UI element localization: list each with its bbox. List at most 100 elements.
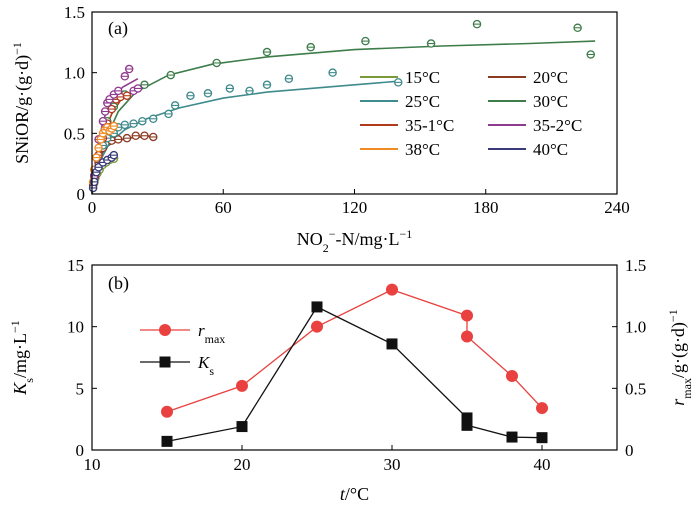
y-right-tick-label: 0 xyxy=(625,441,634,460)
data-point xyxy=(170,101,180,110)
panel-label: (a) xyxy=(108,18,128,39)
x-tick-label: 10 xyxy=(84,455,101,474)
y-axis-label: SNiOR/g·(g·d)−1 xyxy=(10,42,33,164)
data-point xyxy=(245,86,254,96)
data-point xyxy=(586,50,596,59)
data-point xyxy=(393,78,403,87)
data-point xyxy=(426,39,436,48)
data-point-circle xyxy=(236,379,248,392)
legend-marker-circle xyxy=(159,324,171,336)
data-point xyxy=(131,131,140,141)
data-point xyxy=(328,68,337,77)
y-tick-label: 0.5 xyxy=(64,124,85,143)
data-point xyxy=(120,72,130,81)
data-point-circle xyxy=(506,370,518,382)
data-point xyxy=(122,133,132,143)
y-tick-label: 1.0 xyxy=(64,64,85,83)
legend-label: 35-1°C xyxy=(405,116,454,135)
data-point-square xyxy=(461,419,473,431)
data-point xyxy=(94,143,103,153)
data-point xyxy=(140,131,149,141)
y-left-tick-label: 15 xyxy=(67,256,84,275)
data-point xyxy=(124,64,134,74)
data-point xyxy=(133,84,143,93)
data-point xyxy=(140,80,149,90)
data-point xyxy=(120,120,130,130)
data-point xyxy=(114,135,123,144)
data-point-square xyxy=(236,421,248,433)
data-point xyxy=(114,86,123,96)
x-axis-label: NO2−-N/mg·L−1 xyxy=(297,227,413,255)
data-point-circle xyxy=(536,402,548,415)
data-point-circle xyxy=(461,309,473,322)
data-point xyxy=(262,80,272,90)
y-left-tick-label: 10 xyxy=(67,318,84,337)
data-point xyxy=(573,23,582,33)
x-tick-label: 20 xyxy=(234,455,251,474)
panel-b-chart: 10 20 30 40 0 5 10 15 0 0.5 1.0 1.5 (b) t/°C Ks/mg·L−1… xyxy=(8,256,694,504)
data-point-square xyxy=(506,431,518,443)
data-point xyxy=(148,132,158,142)
data-point xyxy=(212,58,221,68)
legend-label: 20°C xyxy=(533,68,568,87)
x-tick-label: 240 xyxy=(604,198,630,217)
data-point xyxy=(100,107,110,116)
y-right-tick-label: 0.5 xyxy=(625,379,646,398)
data-point-circle xyxy=(311,320,323,333)
y-left-axis-label: Ks/mg·L−1 xyxy=(8,320,36,395)
x-tick-label: 0 xyxy=(88,198,97,217)
data-point xyxy=(361,36,370,46)
data-point xyxy=(284,74,294,83)
data-point xyxy=(129,119,138,128)
data-point xyxy=(472,19,482,29)
y-left-tick-label: 0 xyxy=(76,441,85,460)
y-left-tick-label: 5 xyxy=(76,379,85,398)
data-point xyxy=(262,47,272,57)
data-point-square xyxy=(161,435,173,447)
data-point-square xyxy=(536,432,548,444)
legend-label: 40°C xyxy=(533,140,568,159)
legend-label: Ks xyxy=(197,353,214,378)
data-point-circle xyxy=(386,283,398,296)
x-tick-label: 30 xyxy=(384,455,401,474)
y-right-axis-label: rmax/g·(g·d)−1 xyxy=(666,309,694,405)
data-point-square xyxy=(461,412,473,424)
legend-label: 30°C xyxy=(533,92,568,111)
data-point xyxy=(138,116,147,126)
data-point xyxy=(166,70,175,80)
legend-label: rmax xyxy=(198,321,225,346)
panel-label: (b) xyxy=(108,273,129,294)
data-point xyxy=(148,114,158,124)
data-point-square xyxy=(311,301,323,313)
data-point xyxy=(109,121,119,131)
series-line-0 xyxy=(166,288,543,413)
plot-frame xyxy=(91,264,618,451)
legend-marker-square xyxy=(159,356,171,368)
y-tick-label: 1.5 xyxy=(64,3,85,22)
y-right-tick-label: 1.0 xyxy=(625,318,646,337)
x-tick-label: 60 xyxy=(215,198,232,217)
data-point xyxy=(164,109,173,119)
data-point xyxy=(306,42,315,52)
data-point-square xyxy=(386,338,398,350)
y-right-tick-label: 1.5 xyxy=(625,256,646,275)
legend-label: 35-2°C xyxy=(533,116,582,135)
data-point-circle xyxy=(161,405,173,418)
data-point xyxy=(109,150,119,160)
x-axis-label: t/°C xyxy=(340,484,369,504)
x-tick-label: 120 xyxy=(342,198,368,217)
data-point xyxy=(225,84,235,93)
data-point xyxy=(98,116,108,126)
data-point xyxy=(203,89,213,98)
data-point xyxy=(92,153,101,162)
y-tick-label: 0 xyxy=(77,185,86,204)
series-line-1 xyxy=(166,306,543,443)
legend-label: 38°C xyxy=(405,140,440,159)
data-point-circle xyxy=(461,330,473,343)
x-tick-label: 40 xyxy=(534,455,551,474)
data-point xyxy=(186,91,195,100)
data-point xyxy=(122,91,132,100)
legend-label: 25°C xyxy=(405,92,440,111)
legend-label: 15°C xyxy=(405,68,440,87)
